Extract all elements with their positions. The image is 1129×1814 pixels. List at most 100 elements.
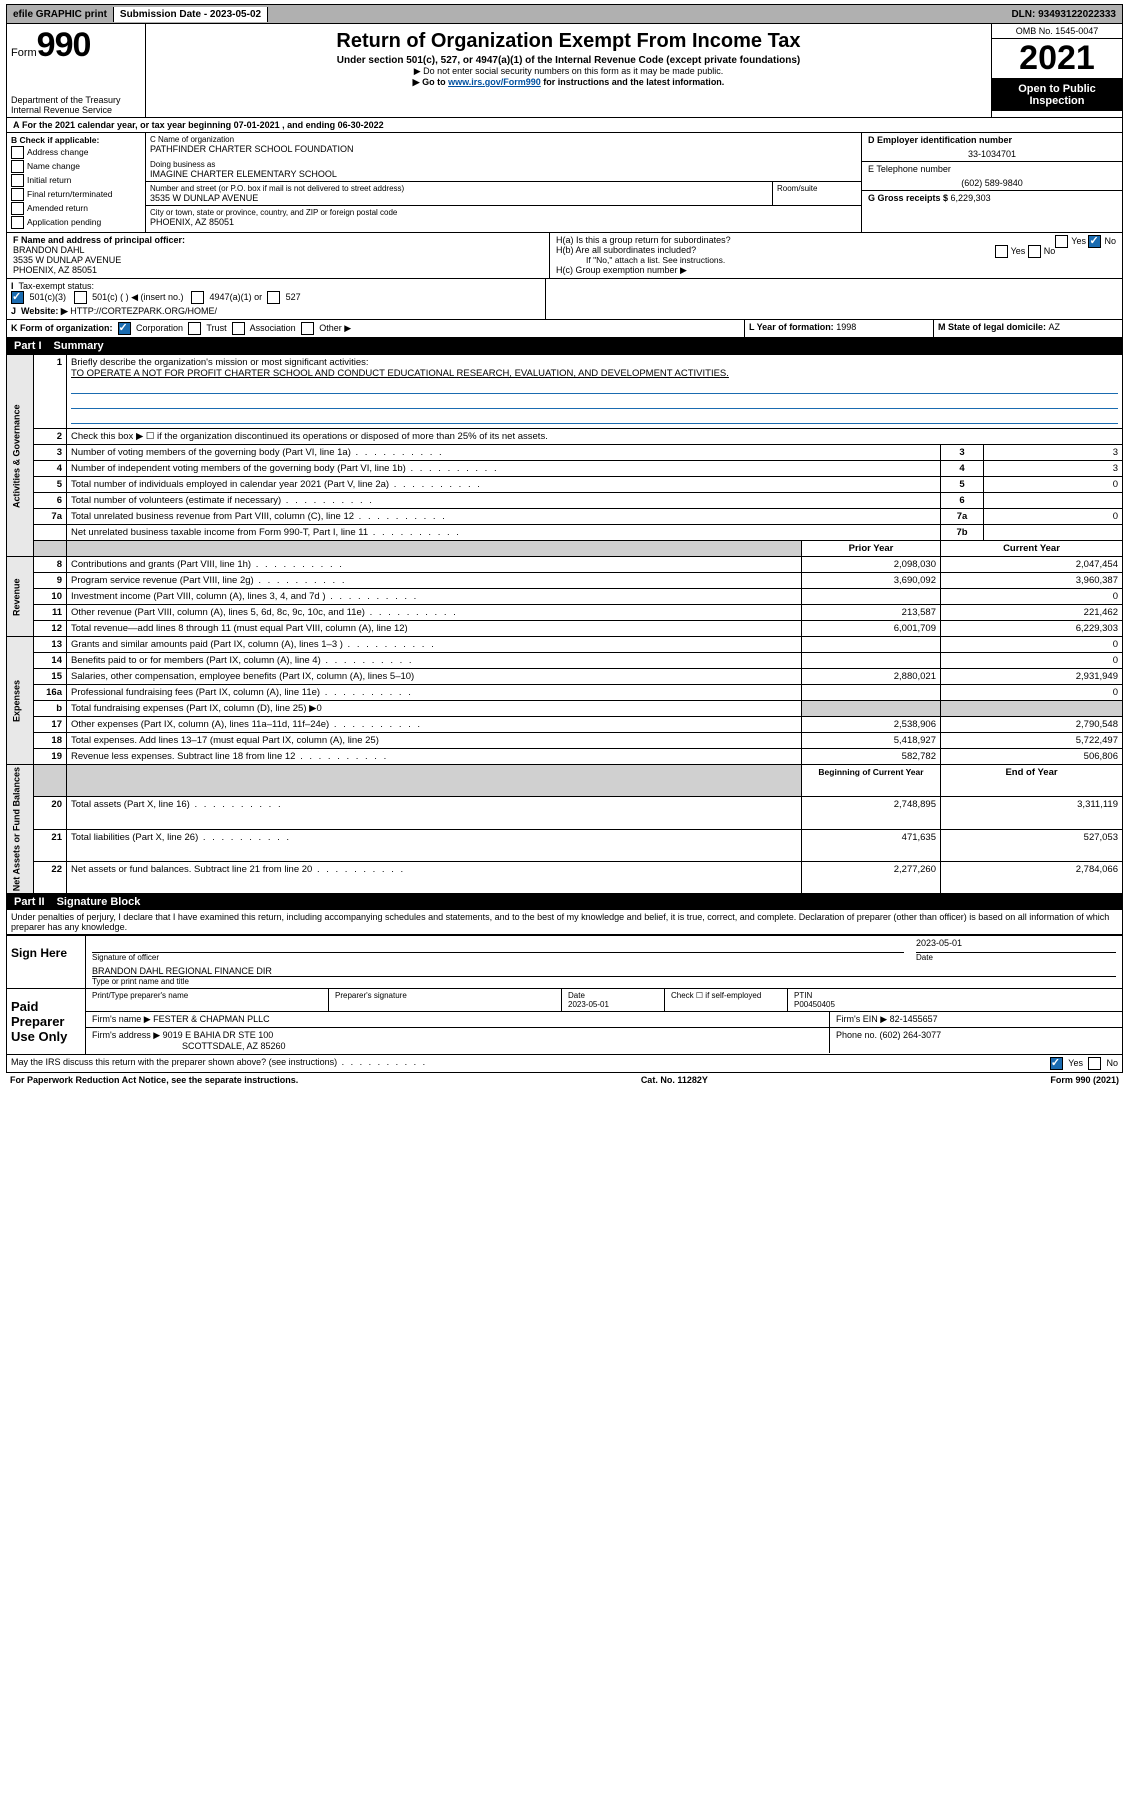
may-irs-yes-checkbox[interactable] [1050,1057,1063,1070]
dba-label: Doing business as [150,160,857,169]
d: Other expenses (Part IX, column (A), lin… [67,717,802,733]
col-d: D Employer identification number 33-1034… [861,133,1122,232]
form-org-label: K Form of organization: [11,323,113,333]
c: 0 [941,653,1123,669]
app-pending-label: Application pending [27,217,101,227]
formation-label: L Year of formation: [749,322,836,332]
col-b-title: B Check if applicable: [11,135,99,145]
p: 2,538,906 [802,717,941,733]
city-label: City or town, state or province, country… [150,208,857,217]
principal-officer: F Name and address of principal officer:… [7,233,550,278]
sign-fields: Signature of officer 2023-05-01 Date BRA… [86,936,1122,988]
v: 3 [984,461,1123,477]
part-1-bar: Part I Summary [6,338,1123,354]
tax-status-label: Tax-exempt status: [19,281,95,291]
goto-post: for instructions and the latest informat… [541,77,725,87]
hdr-curr: Current Year [941,541,1123,557]
sign-here-label: Sign Here [7,936,86,988]
hb-row: H(b) Are all subordinates included? Yes … [556,245,1116,255]
section-a: A For the 2021 calendar year, or tax yea… [6,118,1123,233]
p [802,685,941,701]
n: 3 [34,445,67,461]
opt-501c: 501(c) ( ) ◀ (insert no.) [92,292,183,302]
no-label2: No [1044,246,1056,256]
sub-date-value: 2023-05-02 [210,9,261,20]
no-label: No [1104,236,1116,246]
501c3-checkbox[interactable] [11,291,24,304]
527-checkbox[interactable] [267,291,280,304]
form-org: K Form of organization: Corporation Trus… [7,320,744,337]
phone-label: E Telephone number [868,164,951,174]
4947-checkbox[interactable] [191,291,204,304]
form-subtitle: Under section 501(c), 527, or 4947(a)(1)… [150,55,987,66]
other-checkbox[interactable] [301,322,314,335]
ha-yes-checkbox[interactable] [1055,235,1068,248]
n [34,525,67,541]
form-num: 990 [37,26,91,64]
p: 471,635 [802,829,941,861]
hb-no-checkbox[interactable] [1028,245,1041,258]
p: 5,418,927 [802,733,941,749]
ha-label: H(a) Is this a group return for subordin… [556,235,731,245]
corp-checkbox[interactable] [118,322,131,335]
check-address-change[interactable]: Address change [11,146,141,159]
sig-officer-line[interactable] [92,938,904,953]
omb-number: OMB No. 1545-0047 [992,24,1122,39]
may-irs-text: May the IRS discuss this return with the… [11,1057,427,1070]
ha-no-checkbox[interactable] [1088,235,1101,248]
firm-name-label: Firm's name ▶ [92,1014,153,1024]
irs-link[interactable]: www.irs.gov/Form990 [448,77,541,87]
n: 19 [34,749,67,765]
opt-assoc: Association [250,323,296,333]
part-2-bar: Part II Signature Block [6,894,1123,910]
pra-notice: For Paperwork Reduction Act Notice, see … [10,1075,298,1085]
b: 7a [941,509,984,525]
row-rev-11: 11Other revenue (Part VIII, column (A), … [7,605,1123,621]
hb-label: H(b) Are all subordinates included? [556,245,696,255]
v [984,493,1123,509]
side-activities: Activities & Governance [7,355,34,557]
p [802,653,941,669]
c: 3,311,119 [941,797,1123,829]
row-exp-14: 14Benefits paid to or for members (Part … [7,653,1123,669]
side-expenses: Expenses [7,637,34,765]
c: 3,960,387 [941,573,1123,589]
row-i-right-blank [546,279,1122,319]
yes-label: Yes [1071,236,1086,246]
n: 7a [34,509,67,525]
hb-yes-checkbox[interactable] [995,245,1008,258]
name-change-label: Name change [27,161,80,171]
check-final-return[interactable]: Final return/terminated [11,188,141,201]
blank2 [67,765,802,797]
check-amended-return[interactable]: Amended return [11,202,141,215]
may-irs-no-checkbox[interactable] [1088,1057,1101,1070]
side-net-assets: Net Assets or Fund Balances [7,765,34,894]
501c-checkbox[interactable] [74,291,87,304]
opt-501c3: 501(c)(3) [30,292,67,302]
assoc-checkbox[interactable] [232,322,245,335]
check-name-change[interactable]: Name change [11,160,141,173]
row-gov-7b: Net unrelated business taxable income fr… [7,525,1123,541]
dln-label: DLN: [1011,9,1038,20]
sig-date-value: 2023-05-01 [916,938,1116,953]
v: 3 [984,445,1123,461]
firm-name-value: FESTER & CHAPMAN PLLC [153,1014,270,1024]
submission-date: Submission Date - 2023-05-02 [114,7,268,22]
d: Professional fundraising fees (Part IX, … [67,685,802,701]
website-value: HTTP://CORTEZPARK.ORG/HOME/ [70,306,217,316]
row-net-22: 22Net assets or fund balances. Subtract … [7,861,1123,893]
d: Number of independent voting members of … [67,461,941,477]
check-initial-return[interactable]: Initial return [11,174,141,187]
prep-date-label: Date [568,991,585,1000]
dln: DLN: 93493122022333 [1005,7,1122,22]
p [802,701,941,717]
firm-phone-value: (602) 264-3077 [880,1030,942,1040]
trust-checkbox[interactable] [188,322,201,335]
d: Salaries, other compensation, employee b… [67,669,802,685]
amended-return-label: Amended return [27,203,88,213]
irs-label: Internal Revenue Service [11,105,141,115]
efile-print-button[interactable]: efile GRAPHIC print [7,7,114,22]
check-application-pending[interactable]: Application pending [11,216,141,229]
v: 0 [984,477,1123,493]
opt-other: Other ▶ [319,323,351,333]
